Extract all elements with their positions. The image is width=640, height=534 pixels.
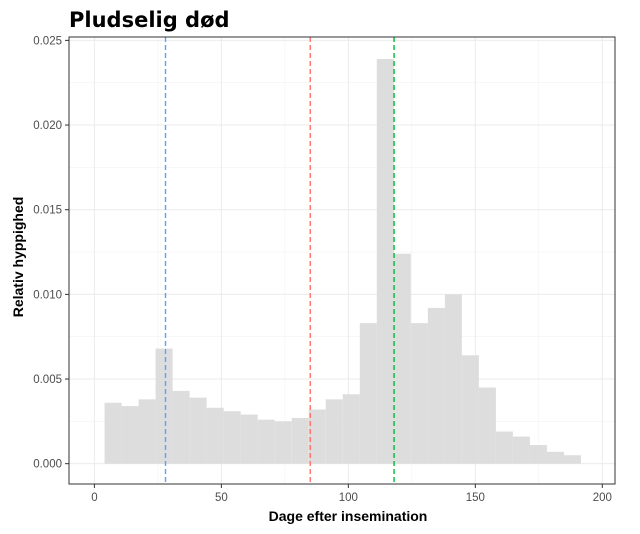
y-tick-label: 0.000 <box>33 459 62 471</box>
histogram-bar <box>274 421 292 464</box>
histogram-bar <box>325 399 343 464</box>
histogram-bar <box>376 59 394 464</box>
histogram-bar <box>257 419 275 464</box>
x-axis-title: Dage efter insemination <box>269 508 428 524</box>
histogram-bar <box>563 455 581 464</box>
histogram-bars <box>104 59 581 464</box>
histogram-bar <box>172 390 190 464</box>
y-axis-title: Relativ hyppighed <box>10 197 26 318</box>
histogram-bar <box>104 402 122 464</box>
histogram-bar <box>206 407 224 464</box>
histogram-bar <box>512 436 530 464</box>
histogram-bar <box>393 253 411 464</box>
x-tick-label: 150 <box>466 492 485 504</box>
histogram-bar <box>359 323 377 464</box>
y-tick-label: 0.020 <box>33 120 62 132</box>
histogram-bar <box>155 348 173 464</box>
reference-lines <box>164 37 395 484</box>
histogram-bar <box>410 323 428 464</box>
histogram-bar <box>308 409 326 464</box>
chart-title: Pludselig død <box>69 8 230 32</box>
y-axis-ticks: 0.000 0.005 0.010 0.015 0.020 0.025 <box>33 35 69 471</box>
x-tick-label: 100 <box>339 492 358 504</box>
x-tick-label: 0 <box>91 492 97 504</box>
histogram-bar <box>546 451 564 464</box>
y-tick-label: 0.005 <box>33 374 62 386</box>
histogram-bar <box>444 294 462 464</box>
histogram-bar <box>138 399 156 464</box>
histogram-bar <box>121 406 139 464</box>
histogram-bar <box>529 445 547 464</box>
histogram-bar <box>461 355 479 464</box>
histogram-bar <box>240 414 258 464</box>
histogram-bar <box>291 417 309 464</box>
x-axis-ticks: 0 50 100 150 200 <box>91 484 612 504</box>
histogram-bar <box>478 387 496 464</box>
x-tick-label: 50 <box>215 492 228 504</box>
histogram-bar <box>427 307 445 464</box>
histogram-bar <box>342 394 360 464</box>
y-tick-label: 0.010 <box>33 289 62 301</box>
panel-border <box>68 36 616 485</box>
histogram-bar <box>189 397 207 464</box>
y-tick-label: 0.015 <box>33 205 62 217</box>
x-tick-label: 200 <box>593 492 612 504</box>
histogram-bar <box>495 431 513 464</box>
histogram-bar <box>223 411 241 464</box>
y-tick-label: 0.025 <box>33 35 62 47</box>
